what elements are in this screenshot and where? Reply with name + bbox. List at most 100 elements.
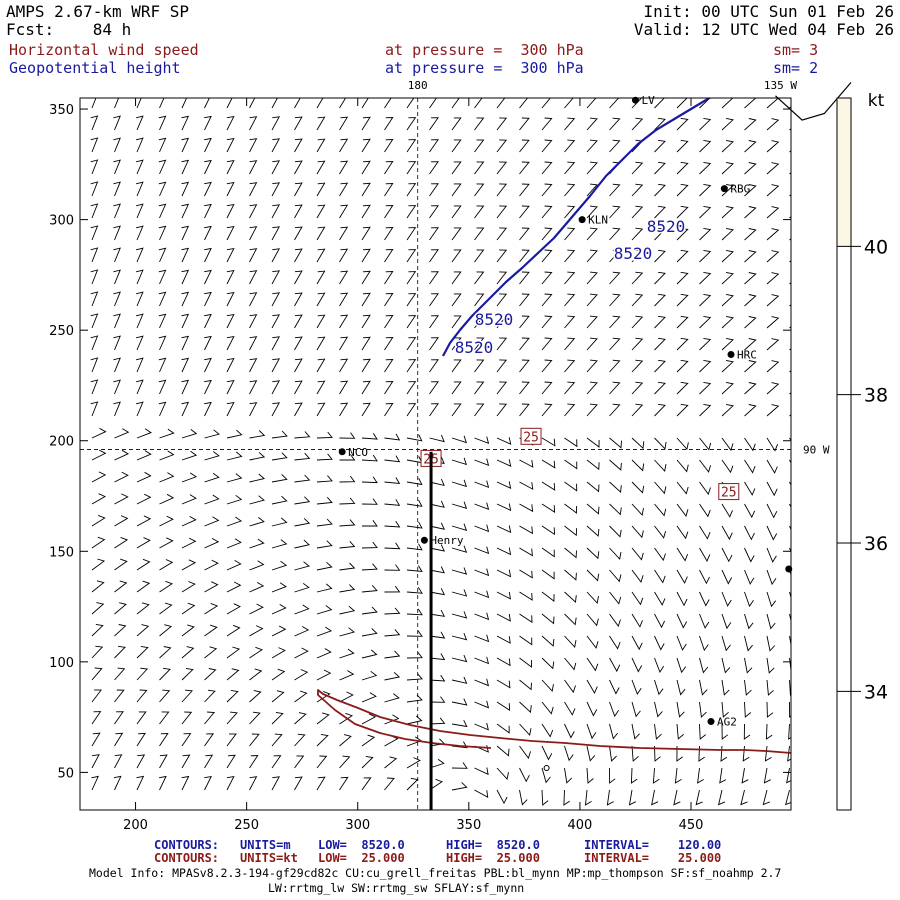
wind-barb xyxy=(676,503,689,517)
wind-barb xyxy=(181,559,197,571)
wind-barb xyxy=(406,403,417,417)
wind-barb xyxy=(136,624,150,637)
wind-barb xyxy=(586,745,596,762)
wind-barb xyxy=(474,249,485,263)
y-tick-label: 200 xyxy=(49,435,74,450)
wind-barb xyxy=(271,474,288,483)
wind-barb xyxy=(496,459,512,467)
wind-barb xyxy=(136,645,149,659)
wind-barb xyxy=(316,182,326,197)
wind-barb xyxy=(113,291,121,307)
wind-barb xyxy=(339,562,356,571)
wind-barb xyxy=(271,358,281,373)
wind-barb xyxy=(609,723,619,740)
wind-barb xyxy=(226,402,235,417)
wind-barb xyxy=(271,517,288,527)
wind-barb xyxy=(181,450,198,461)
wind-barb xyxy=(114,98,120,109)
wind-barb xyxy=(114,449,130,461)
wind-barb xyxy=(496,139,508,153)
wind-barb xyxy=(249,358,258,373)
wind-barb xyxy=(474,359,485,373)
wind-barb xyxy=(316,248,326,263)
wind-barb xyxy=(699,293,712,307)
wind-barb xyxy=(519,635,533,646)
wind-barb xyxy=(91,493,106,505)
wind-barb xyxy=(384,585,401,593)
wind-barb xyxy=(609,117,621,131)
wind-barb xyxy=(294,160,303,175)
wind-barb xyxy=(181,429,198,439)
wind-barb xyxy=(586,249,598,263)
wind-barb xyxy=(519,613,533,624)
wind-barb xyxy=(785,789,791,806)
wind-barb xyxy=(699,117,712,131)
wind-barb xyxy=(226,516,243,527)
wind-barb xyxy=(676,723,684,740)
wind-barb xyxy=(271,98,278,109)
wind-barb xyxy=(474,546,490,555)
wind-barb xyxy=(384,693,400,703)
pressure-level-1: at pressure = 300 hPa xyxy=(385,41,584,59)
wind-barb xyxy=(429,293,439,307)
wind-barb xyxy=(721,723,729,740)
wind-barb xyxy=(384,756,398,769)
wind-barb xyxy=(451,523,468,531)
wind-barb xyxy=(474,568,490,577)
wind-barb xyxy=(609,315,621,329)
wind-barb xyxy=(249,380,258,395)
wind-barb xyxy=(564,679,576,694)
wind-barb xyxy=(339,116,349,131)
wind-barb xyxy=(676,679,686,696)
wind-barb xyxy=(113,115,121,131)
wind-barb xyxy=(135,401,144,417)
wind-barb xyxy=(204,115,212,131)
wind-barb xyxy=(316,583,333,593)
wind-barb xyxy=(519,503,534,513)
wind-barb xyxy=(226,380,235,395)
wind-barb xyxy=(563,789,570,806)
wind-barb xyxy=(519,271,530,285)
wind-barb xyxy=(113,357,121,373)
wind-barb xyxy=(294,626,310,637)
wind-barb xyxy=(586,701,598,717)
wind-barb xyxy=(158,247,167,263)
wind-barb xyxy=(339,475,356,483)
wind-barb xyxy=(316,160,326,175)
wind-barb xyxy=(699,98,711,109)
wind-barb xyxy=(541,227,553,241)
wind-barb xyxy=(564,227,576,241)
wind-barb xyxy=(429,778,443,791)
wind-barb xyxy=(744,481,756,496)
wind-barb xyxy=(676,183,689,197)
wind-barb xyxy=(406,757,421,769)
wind-barb xyxy=(339,226,349,241)
wind-barb xyxy=(451,293,462,307)
wind-barb xyxy=(651,789,659,806)
wind-barb xyxy=(766,459,778,474)
wind-barb xyxy=(541,381,553,395)
wind-barb xyxy=(271,402,281,417)
wind-barb xyxy=(271,138,281,153)
wind-barb xyxy=(271,336,281,351)
wind-barb xyxy=(586,337,598,351)
wind-barb xyxy=(249,204,258,219)
wind-barb xyxy=(406,565,423,573)
wind-barb xyxy=(451,161,462,175)
wind-barb xyxy=(406,673,423,681)
wind-barb xyxy=(766,481,778,497)
wind-barb xyxy=(226,138,235,153)
wind-barb xyxy=(697,767,704,784)
wind-barb xyxy=(609,635,621,650)
wind-barb xyxy=(316,336,326,351)
wind-barb xyxy=(429,98,438,109)
wind-barb xyxy=(609,459,622,471)
wind-barb xyxy=(519,359,530,373)
valid-time: Valid: 12 UTC Wed 04 Feb 26 xyxy=(633,20,894,39)
speed-label-text: 25 xyxy=(523,430,539,445)
wind-barb xyxy=(564,547,577,559)
wind-barb xyxy=(406,777,419,791)
wind-barb xyxy=(676,459,689,473)
wind-barb xyxy=(204,668,217,681)
wind-barb xyxy=(204,733,215,747)
